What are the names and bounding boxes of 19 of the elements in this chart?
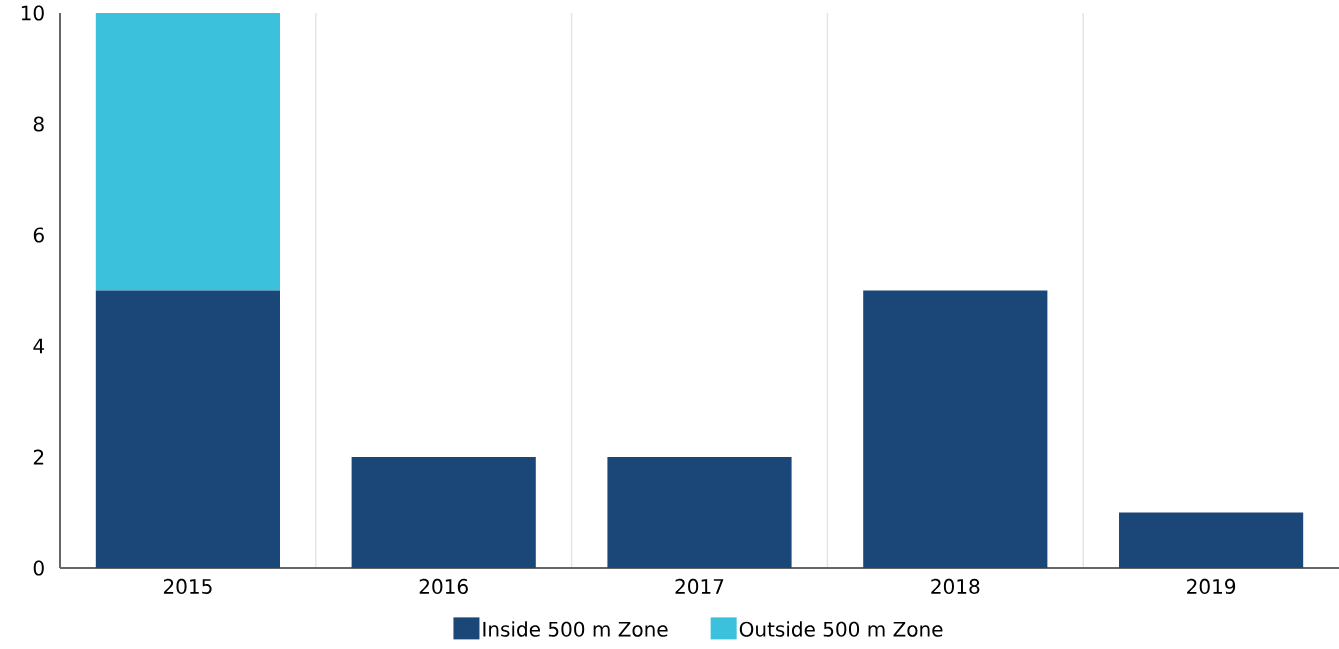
bar [607, 457, 792, 568]
x-tick-label: 2018 [931, 578, 980, 594]
x-tick-label: 2017 [675, 578, 724, 594]
y-tick-label: 10 [21, 5, 44, 21]
y-tick-label: 8 [33, 116, 44, 132]
legend-label: Outside 500 m Zone [739, 621, 943, 637]
legend-label: Inside 500 m Zone [483, 621, 668, 637]
x-tick-label: 2016 [419, 578, 468, 594]
x-tick-label: 2015 [163, 578, 212, 594]
y-tick-label: 4 [33, 338, 45, 354]
bar [95, 13, 280, 291]
y-tick-label: 6 [33, 227, 44, 243]
y-tick-label: 2 [33, 449, 44, 465]
bar [351, 457, 536, 568]
bar [1119, 512, 1304, 568]
x-tick-label: 2019 [1187, 578, 1236, 594]
bar [863, 290, 1048, 568]
y-tick-label: 0 [33, 560, 44, 576]
bar [95, 290, 280, 568]
